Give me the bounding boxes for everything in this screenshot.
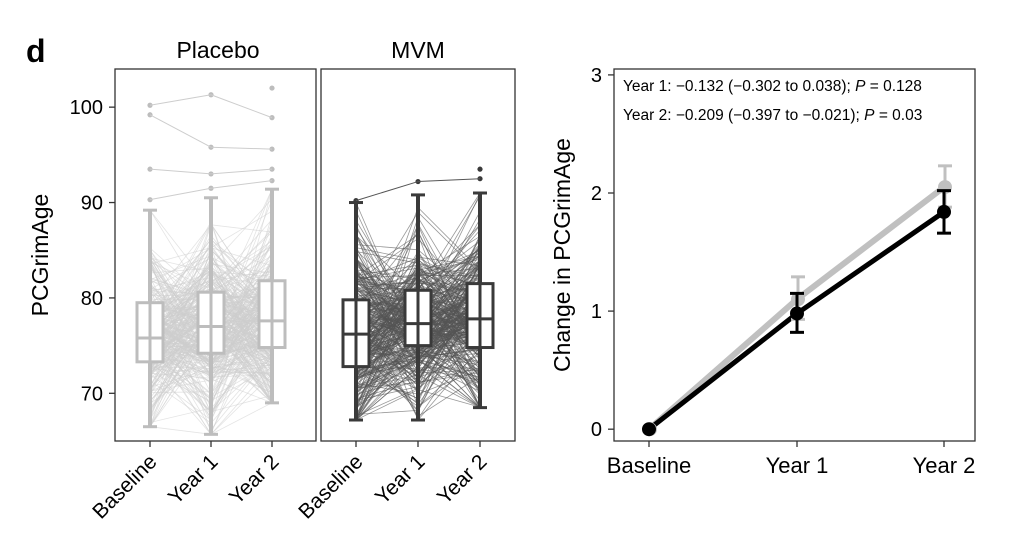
placebo-outlier-link bbox=[149, 94, 212, 106]
x-tick-label: Baseline bbox=[88, 450, 161, 523]
change-y-label: Change in PCGrimAge bbox=[549, 138, 575, 372]
x-tick-label: Year 1 bbox=[766, 453, 829, 478]
panel-letter: d bbox=[26, 33, 46, 69]
x-tick-label: Year 2 bbox=[913, 453, 976, 478]
placebo-outlier-point bbox=[269, 85, 275, 91]
y-tick-label: 100 bbox=[70, 97, 103, 119]
placebo-frame bbox=[114, 68, 317, 442]
mvm-outlier-link bbox=[355, 181, 419, 202]
y-tick-label: 2 bbox=[591, 183, 602, 205]
mvm-outlier-link bbox=[417, 178, 481, 183]
mvm-outlier-point bbox=[477, 166, 483, 172]
x-tick-label: Baseline bbox=[607, 453, 691, 478]
placebo-y-label: PCGrimAge bbox=[27, 194, 53, 317]
placebo-title: Placebo bbox=[176, 37, 259, 63]
change-y-axis: 0 1 2 3 bbox=[591, 65, 614, 441]
change-marks bbox=[642, 164, 952, 437]
y-tick-label: 70 bbox=[81, 383, 103, 405]
y-tick-label: 90 bbox=[81, 193, 103, 215]
change-x-axis: Baseline Year 1 Year 2 bbox=[607, 441, 976, 478]
y-tick-label: 1 bbox=[591, 301, 602, 323]
placebo-outlier-link bbox=[149, 114, 212, 148]
mvm-marks bbox=[341, 166, 495, 422]
annotation-year-1: Year 1: −0.132 (−0.302 to 0.038); P = 0.… bbox=[623, 78, 922, 95]
x-tick-label: Baseline bbox=[294, 450, 367, 523]
series-point bbox=[642, 422, 656, 437]
placebo-marks bbox=[135, 85, 287, 436]
placebo-outlier-link bbox=[149, 187, 212, 201]
y-tick-label: 3 bbox=[591, 65, 602, 87]
placebo-outlier-link bbox=[210, 168, 273, 175]
annotation-year-2: Year 2: −0.209 (−0.397 to −0.021); P = 0… bbox=[623, 107, 922, 124]
mvm-title: MVM bbox=[391, 37, 445, 63]
placebo-outlier-link bbox=[149, 168, 212, 175]
mvm-outlier-point bbox=[477, 176, 483, 182]
series-point bbox=[790, 306, 804, 321]
y-tick-label: 0 bbox=[591, 419, 602, 441]
change-frame bbox=[613, 68, 976, 442]
placebo-outlier-link bbox=[210, 146, 273, 150]
mvm-x-axis: Baseline Year 1 Year 2 bbox=[294, 441, 492, 524]
placebo-x-axis: Baseline Year 1 Year 2 bbox=[88, 441, 284, 524]
x-tick-label: Year 1 bbox=[371, 450, 430, 509]
series-point bbox=[937, 204, 951, 219]
placebo-y-axis: 70 80 90 100 bbox=[70, 97, 115, 405]
x-tick-label: Year 2 bbox=[433, 450, 492, 509]
y-tick-label: 80 bbox=[81, 288, 103, 310]
x-tick-label: Year 1 bbox=[164, 450, 223, 509]
placebo-outlier-link bbox=[210, 94, 273, 119]
x-tick-label: Year 2 bbox=[225, 450, 284, 509]
placebo-outlier-link bbox=[210, 180, 273, 189]
